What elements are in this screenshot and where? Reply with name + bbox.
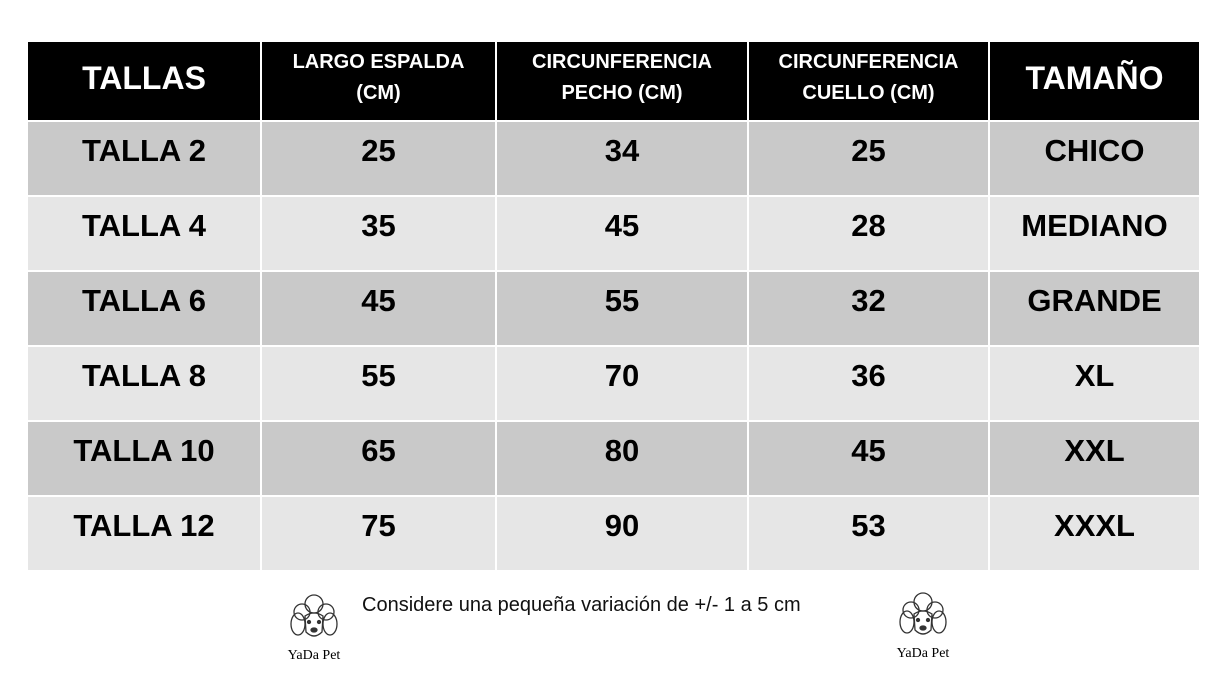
table-cell: XXXL [988,495,1201,572]
table-cell: GRANDE [988,270,1201,347]
table-row: TALLA 2 25 34 25 CHICO [26,120,1201,197]
table-cell: 55 [260,345,497,422]
table-cell: TALLA 12 [26,495,262,572]
table-cell: TALLA 8 [26,345,262,422]
table-cell: 45 [260,270,497,347]
table-cell: 90 [495,495,749,572]
table-row: TALLA 8 55 70 36 XL [26,345,1201,422]
header-cell: CIRCUNFERENCIA CUELLO (CM) [747,40,990,122]
table-cell: 34 [495,120,749,197]
size-table: TALLAS LARGO ESPALDA (CM) CIRCUNFERENCIA P… [26,40,1201,572]
note: Considere una pequeña variación de +/- 1… [362,594,801,616]
table-row: TALLA 12 75 90 53 XXXL [26,495,1201,572]
table-cell: 45 [747,420,990,497]
table-row: TALLA 4 35 45 28 MEDIANO [26,195,1201,272]
logo: YaDa Pet [274,590,354,670]
table-cell: 28 [747,195,990,272]
table-cell: 75 [260,495,497,572]
table-cell: CHICO [988,120,1201,197]
table-cell: 36 [747,345,990,422]
table-cell: XXL [988,420,1201,497]
table-cell: 53 [747,495,990,572]
table-cell: TALLA 2 [26,120,262,197]
table-body: TALLA 2 25 34 25 CHICO TALLA 4 35 45 28 MEDIANO TA… [26,120,1201,572]
table-cell: MEDIANO [988,195,1201,272]
table-cell: 32 [747,270,990,347]
poodle-icon [290,594,338,637]
table-cell: 35 [260,195,497,272]
header-cell: TAMAÑO [988,40,1201,122]
table-cell: TALLA 6 [26,270,262,347]
table-row: TALLA 6 45 55 32 GRANDE [26,270,1201,347]
table-cell: 25 [747,120,990,197]
header-row: TALLAS LARGO ESPALDA (CM) CIRCUNFERENCIA P… [26,40,1201,122]
table-cell: XL [988,345,1201,422]
logo-text: YaDa Pet [896,646,950,661]
table-cell: 80 [495,420,749,497]
header-cell: LARGO ESPALDA (CM) [260,40,497,122]
poodle-icon [899,592,947,635]
table-cell: 65 [260,420,497,497]
table-cell: TALLA 10 [26,420,262,497]
table-row: TALLA 10 65 80 45 XXL [26,420,1201,497]
table-cell: 25 [260,120,497,197]
table-cell: TALLA 4 [26,195,262,272]
logo-text: YaDa Pet [287,648,341,663]
logo: YaDa Pet [883,588,963,668]
table-cell: 55 [495,270,749,347]
header-cell: CIRCUNFERENCIA PECHO (CM) [495,40,749,122]
table-cell: 70 [495,345,749,422]
table-cell: 45 [495,195,749,272]
header-cell: TALLAS [26,40,262,122]
